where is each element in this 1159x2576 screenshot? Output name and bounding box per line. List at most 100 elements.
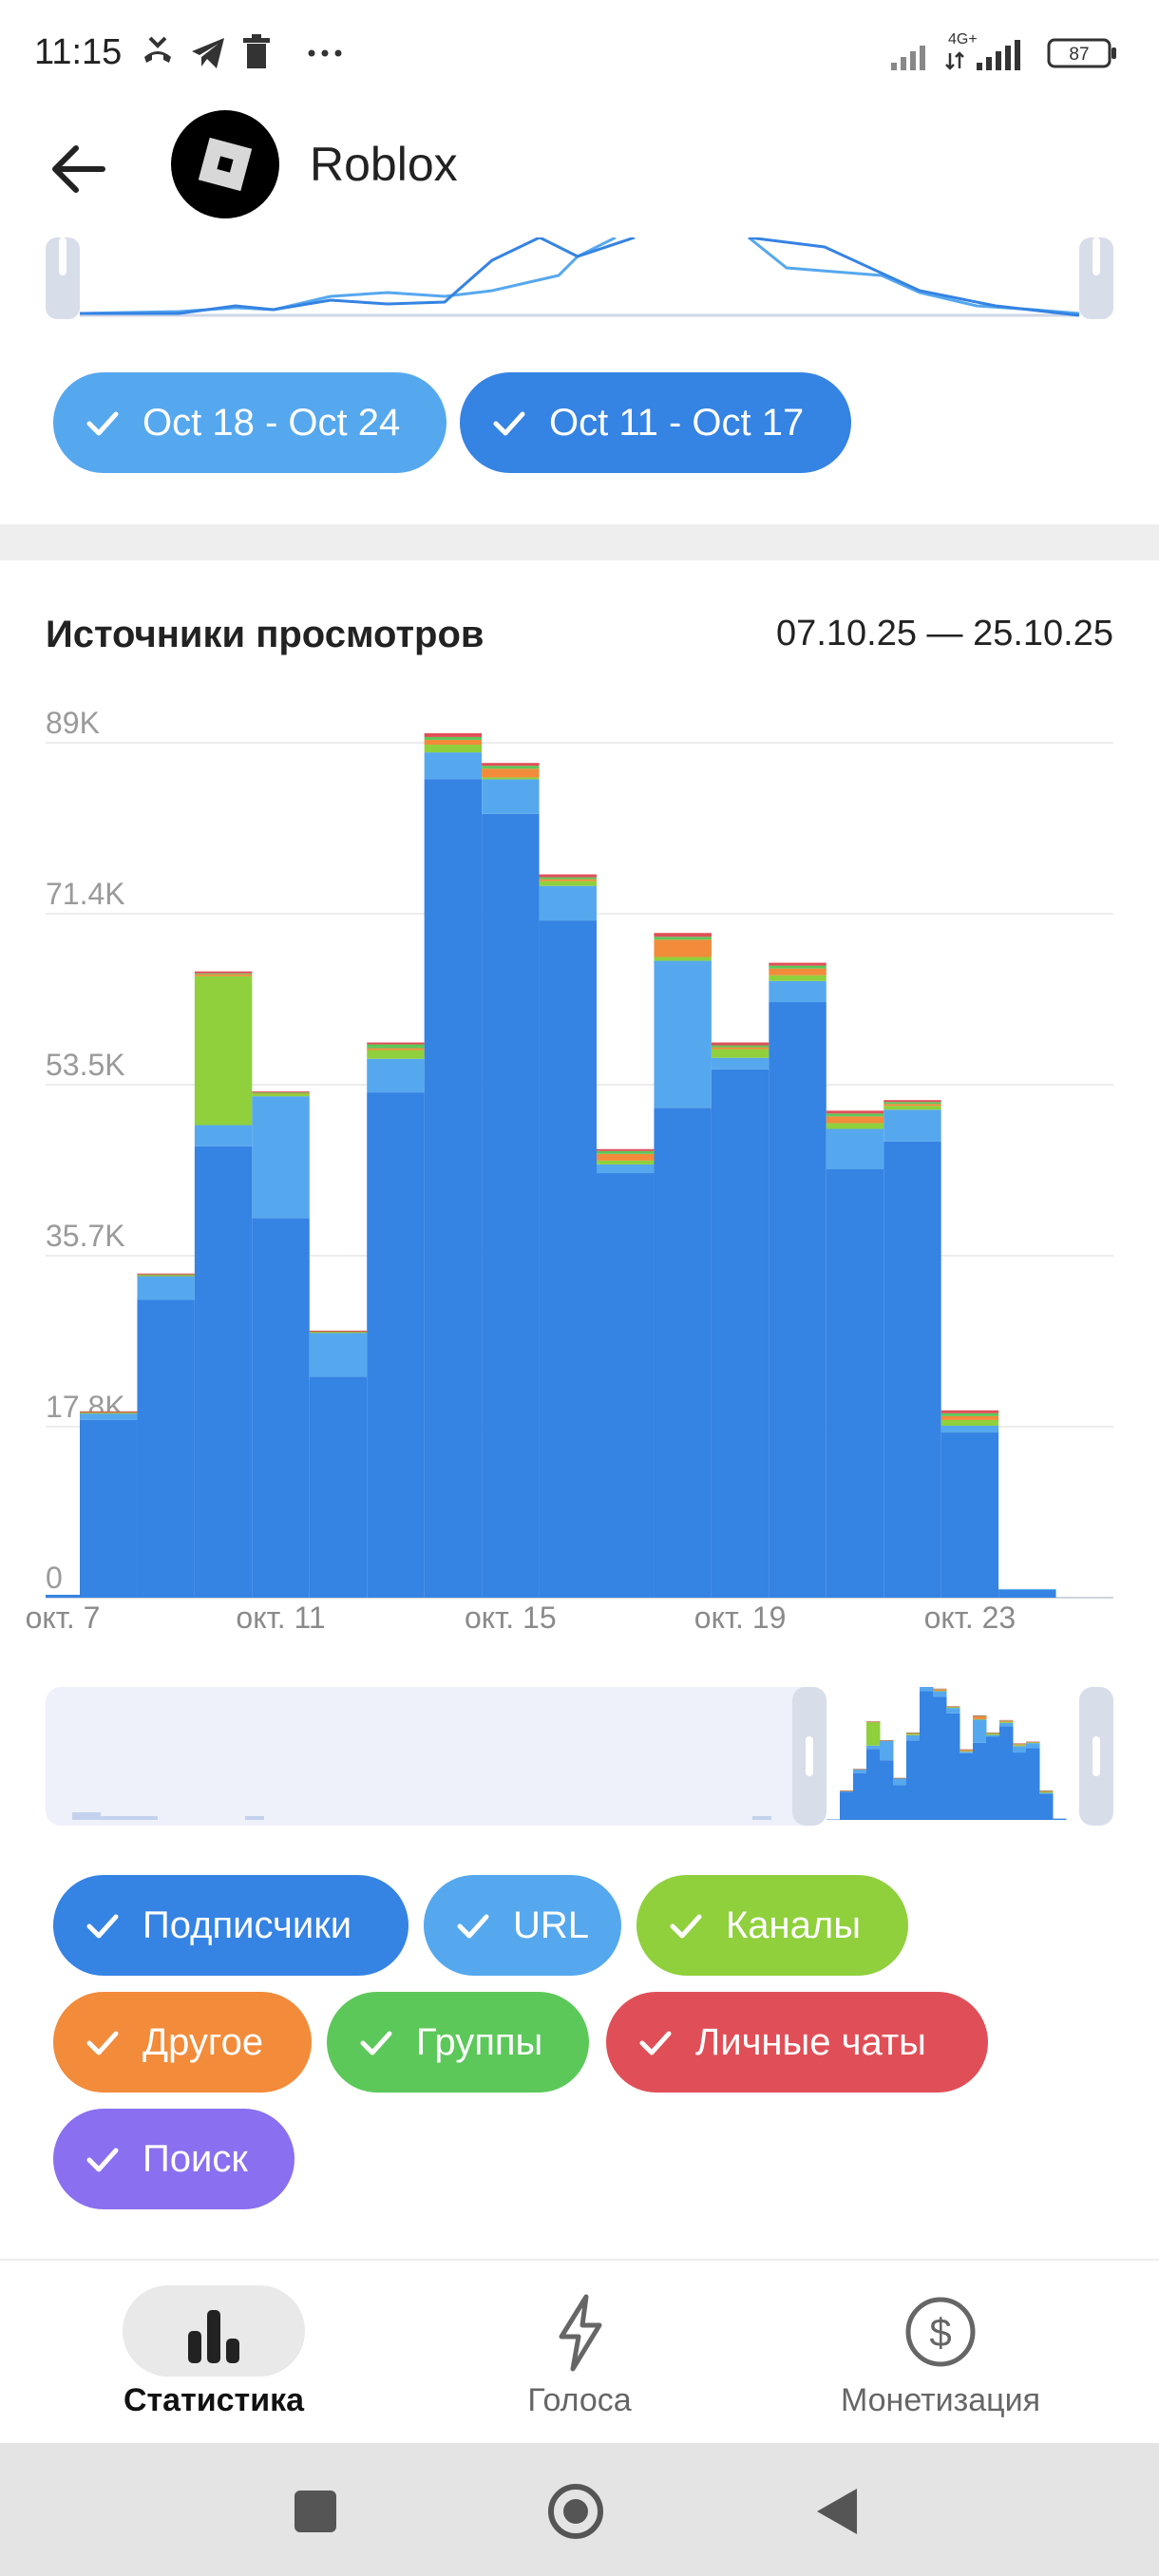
bar-segment-4-10[interactable]: [597, 1150, 655, 1154]
previous-chart-navigator[interactable]: [46, 237, 1113, 323]
bar-segment-3-15[interactable]: [884, 1104, 941, 1107]
bar-segment-5-7[interactable]: [424, 732, 483, 737]
bar-segment-1-16[interactable]: [940, 1425, 999, 1433]
bar-segment-4-2[interactable]: [137, 1274, 195, 1276]
bar-segment-5-14[interactable]: [826, 1110, 884, 1114]
bar-segment-4-5[interactable]: [309, 1331, 368, 1333]
bar-segment-5-13[interactable]: [769, 962, 826, 966]
bar-segment-1-8[interactable]: [482, 779, 540, 814]
bar-segment-0-1[interactable]: [80, 1419, 138, 1598]
bar-segment-5-11[interactable]: [654, 933, 712, 938]
bar-segment-4-11[interactable]: [654, 937, 712, 940]
bar-segment-2-2[interactable]: [137, 1275, 195, 1277]
bar-segment-2-6[interactable]: [367, 1050, 425, 1059]
nav-item-statistics[interactable]: Статистика: [76, 2261, 352, 2445]
bar-segment-1-3[interactable]: [194, 1125, 253, 1146]
bar-segment-5-15[interactable]: [884, 1100, 941, 1103]
bar-segment-1-5[interactable]: [309, 1332, 368, 1377]
bar-segment-1-1[interactable]: [80, 1412, 138, 1420]
bar-segment-1-4[interactable]: [252, 1096, 310, 1219]
bar-segment-3-4[interactable]: [252, 1092, 310, 1094]
bar-segment-2-3[interactable]: [194, 975, 253, 1126]
bar-segment-4-6[interactable]: [367, 1044, 425, 1049]
bar-segment-2-7[interactable]: [424, 745, 483, 753]
bar-segment-4-15[interactable]: [884, 1102, 941, 1105]
bar-segment-3-5[interactable]: [309, 1331, 368, 1333]
bar-segment-5-5[interactable]: [309, 1330, 368, 1332]
bar-segment-1-7[interactable]: [424, 752, 483, 780]
bar-segment-1-6[interactable]: [367, 1058, 425, 1093]
bar-segment-0-4[interactable]: [252, 1218, 310, 1598]
bar-segment-4-3[interactable]: [194, 973, 253, 975]
bar-segment-2-15[interactable]: [884, 1106, 941, 1110]
bar-segment-3-2[interactable]: [137, 1275, 195, 1277]
bar-segment-5-3[interactable]: [194, 971, 253, 974]
bar-segment-0-11[interactable]: [654, 1108, 712, 1598]
nav-item-votes[interactable]: Голоса: [437, 2261, 722, 2445]
period-chip-oct11[interactable]: Oct 11 - Oct 17: [460, 372, 851, 473]
bar-segment-3-1[interactable]: [80, 1411, 138, 1413]
bar-segment-5-2[interactable]: [137, 1273, 195, 1275]
bar-segment-2-14[interactable]: [826, 1123, 884, 1129]
bar-segment-5-12[interactable]: [711, 1042, 770, 1046]
bar-segment-4-4[interactable]: [252, 1092, 310, 1094]
nav-item-monetization[interactable]: $ Монетизация: [798, 2261, 1083, 2445]
bar-segment-1-2[interactable]: [137, 1276, 195, 1300]
bar-segment-5-16[interactable]: [940, 1410, 999, 1413]
bar-segment-3-12[interactable]: [711, 1047, 770, 1050]
bar-segment-0-13[interactable]: [769, 1002, 826, 1598]
bar-segment-5-6[interactable]: [367, 1042, 425, 1045]
legend-chip-5[interactable]: Личные чаты: [606, 1992, 988, 2093]
bar-segment-0-0[interactable]: [46, 1594, 80, 1598]
bar-segment-1-11[interactable]: [654, 960, 712, 1108]
bar-segment-2-8[interactable]: [482, 777, 540, 780]
range-navigator[interactable]: [46, 1687, 1113, 1826]
bar-segment-3-14[interactable]: [826, 1116, 884, 1124]
legend-chip-3[interactable]: Другое: [53, 1992, 312, 2093]
bar-segment-0-5[interactable]: [309, 1376, 368, 1598]
period-chip-oct18[interactable]: Oct 18 - Oct 24: [53, 372, 446, 473]
bar-segment-3-10[interactable]: [597, 1153, 655, 1161]
bar-segment-5-4[interactable]: [252, 1091, 310, 1093]
bar-segment-1-17[interactable]: [998, 1588, 1056, 1590]
bar-segment-0-3[interactable]: [194, 1146, 253, 1598]
back-system-button[interactable]: [808, 2487, 868, 2536]
bar-segment-4-16[interactable]: [940, 1412, 999, 1416]
bar-segment-0-17[interactable]: [998, 1589, 1056, 1598]
legend-chip-1[interactable]: URL: [424, 1875, 621, 1976]
bar-segment-2-16[interactable]: [940, 1419, 999, 1426]
bar-segment-0-16[interactable]: [940, 1432, 999, 1598]
bar-segment-2-5[interactable]: [309, 1332, 368, 1334]
bar-segment-2-12[interactable]: [711, 1049, 770, 1058]
bar-segment-3-7[interactable]: [424, 739, 483, 746]
legend-chip-6[interactable]: Поиск: [53, 2109, 294, 2209]
bar-segment-5-8[interactable]: [482, 763, 540, 767]
bar-segment-0-8[interactable]: [482, 813, 540, 1598]
bar-segment-2-11[interactable]: [654, 957, 712, 961]
bar-segment-4-9[interactable]: [539, 877, 597, 880]
bar-segment-0-14[interactable]: [826, 1168, 884, 1598]
home-button[interactable]: [545, 2481, 606, 2542]
bar-segment-2-9[interactable]: [539, 881, 597, 886]
bar-segment-0-6[interactable]: [367, 1092, 425, 1598]
bar-segment-4-7[interactable]: [424, 736, 483, 740]
bar-segment-3-16[interactable]: [940, 1415, 999, 1420]
legend-chip-2[interactable]: Каналы: [636, 1875, 908, 1976]
bar-segment-1-12[interactable]: [711, 1057, 770, 1070]
channel-avatar[interactable]: [171, 110, 279, 218]
bar-segment-3-13[interactable]: [769, 968, 826, 975]
bar-segment-0-7[interactable]: [424, 779, 483, 1598]
bar-segment-2-1[interactable]: [80, 1412, 138, 1414]
bar-segment-2-10[interactable]: [597, 1160, 655, 1165]
bar-segment-2-4[interactable]: [252, 1093, 310, 1097]
chart-date-range[interactable]: 07.10.25 — 25.10.25: [776, 614, 1113, 653]
bar-segment-3-6[interactable]: [367, 1048, 425, 1051]
bar-segment-3-8[interactable]: [482, 768, 540, 778]
bar-segment-3-9[interactable]: [539, 879, 597, 881]
legend-chip-4[interactable]: Группы: [327, 1992, 589, 2093]
bar-segment-3-3[interactable]: [194, 974, 253, 976]
back-button[interactable]: [44, 135, 112, 203]
bar-segment-4-13[interactable]: [769, 965, 826, 969]
bar-segment-4-8[interactable]: [482, 766, 540, 769]
